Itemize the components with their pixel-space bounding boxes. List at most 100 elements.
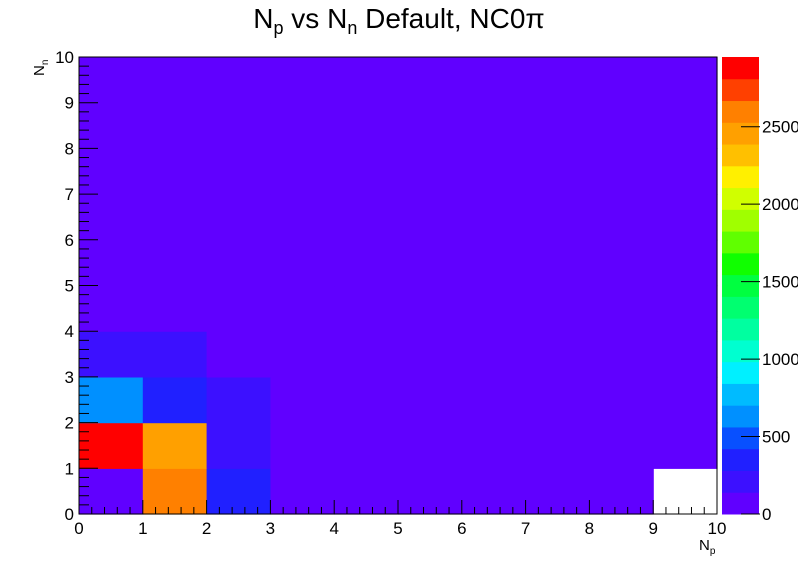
heatmap-cell [142, 376, 208, 424]
heatmap-cell [142, 285, 208, 332]
color-scale-segment [722, 296, 759, 319]
color-scale-segment [722, 78, 759, 102]
heatmap-cell [461, 194, 527, 241]
color-scale-segment [722, 231, 759, 254]
heatmap-cell [270, 285, 335, 332]
heatmap-cell [461, 239, 527, 287]
heatmap-cell [589, 422, 654, 469]
title-rest: Default, NC0π [357, 3, 544, 34]
color-scale-segment [722, 209, 759, 232]
color-scale-segment [722, 383, 759, 406]
y-tick-label: 10 [55, 48, 74, 67]
title-base-1: N [253, 3, 273, 34]
heatmap-cell [589, 376, 654, 424]
heatmap-cell [653, 376, 718, 424]
heatmap-cell [142, 331, 208, 378]
heatmap-cell [461, 376, 527, 424]
heatmap-cell [142, 239, 208, 287]
y-tick-label: 2 [65, 414, 74, 433]
heatmap-cell [79, 102, 144, 149]
heatmap-cell [653, 194, 718, 241]
heatmap-cell [589, 239, 654, 287]
heatmap-cell [142, 194, 208, 241]
heatmap-cell [206, 285, 271, 332]
y-axis-label-sub: n [40, 60, 51, 66]
heatmap-cell [589, 102, 654, 149]
color-scale-segment [722, 57, 759, 80]
heatmap-cell [525, 57, 590, 104]
heatmap-cells [79, 57, 718, 515]
y-tick-label: 6 [65, 231, 74, 250]
y-tick-label: 5 [65, 277, 74, 296]
color-scale-label: 1000 [762, 350, 798, 369]
heatmap-cell [206, 194, 271, 241]
x-tick-label: 1 [138, 519, 147, 538]
heatmap-cell [525, 102, 590, 149]
heatmap-cell [142, 57, 208, 104]
heatmap-cell [525, 239, 590, 287]
heatmap-cell [206, 422, 271, 469]
heatmap-cell [334, 468, 399, 515]
heatmap-cell [206, 331, 271, 378]
heatmap-cell [589, 194, 654, 241]
y-tick-label: 8 [65, 139, 74, 158]
color-scale-segment [722, 274, 759, 297]
color-scale-segment [722, 492, 759, 515]
x-tick-label: 8 [585, 519, 594, 538]
heatmap-cell [270, 376, 335, 424]
color-scale-label: 2000 [762, 195, 798, 214]
heatmap-cell [270, 148, 335, 195]
heatmap-cell [461, 422, 527, 469]
heatmap-cell [270, 331, 335, 378]
heatmap-cell [79, 422, 144, 469]
heatmap-cell [525, 468, 590, 515]
heatmap-cell [142, 468, 208, 515]
x-tick-label: 0 [74, 519, 83, 538]
heatmap-cell [270, 468, 335, 515]
heatmap-cell [653, 331, 718, 378]
color-scale-label: 0 [762, 505, 771, 524]
heatmap-cell [206, 102, 271, 149]
color-scale-label: 500 [762, 428, 790, 447]
heatmap-cell [589, 331, 654, 378]
heatmap-cell [589, 285, 654, 332]
heatmap-cell [79, 194, 144, 241]
heatmap-cell [206, 468, 271, 515]
color-scale-segment [722, 426, 759, 450]
title-sub-1: p [274, 18, 284, 38]
chart-title: Np vs Nn Default, NC0π [253, 3, 544, 38]
heatmap-cell [206, 376, 271, 424]
color-scale-segment [722, 318, 759, 341]
color-scale-segment [722, 339, 759, 363]
heatmap-cell [206, 57, 271, 104]
heatmap-cell [461, 331, 527, 378]
heatmap-cell [270, 239, 335, 287]
heatmap-cell [398, 239, 463, 287]
heatmap-cell [525, 422, 590, 469]
heatmap-cell [270, 194, 335, 241]
color-scale: 0 500 1000 1500 2000 2500 [722, 57, 798, 524]
heatmap-cell [461, 57, 527, 104]
color-scale-segment [722, 100, 759, 123]
y-axis-label-group: Nn [31, 60, 51, 76]
heatmap-cell [461, 148, 527, 195]
y-tick-label: 9 [65, 94, 74, 113]
heatmap-cell [142, 148, 208, 195]
color-scale-segment [722, 361, 759, 384]
heatmap-cell [398, 468, 463, 515]
color-scale-segment [722, 187, 759, 210]
heatmap-cell [398, 422, 463, 469]
heatmap-cell [461, 102, 527, 149]
heatmap-cell [79, 376, 144, 424]
x-tick-label: 10 [708, 519, 727, 538]
x-axis-label-base: N [699, 537, 710, 554]
x-tick-label: 6 [457, 519, 466, 538]
heatmap-cell [206, 148, 271, 195]
x-axis-label: Np [699, 537, 716, 557]
heatmap-cell [206, 239, 271, 287]
title-mid: vs N [284, 3, 348, 34]
y-tick-label: 0 [65, 505, 74, 524]
heatmap-cell [334, 102, 399, 149]
heatmap-cell [398, 148, 463, 195]
y-tick-label: 7 [65, 185, 74, 204]
